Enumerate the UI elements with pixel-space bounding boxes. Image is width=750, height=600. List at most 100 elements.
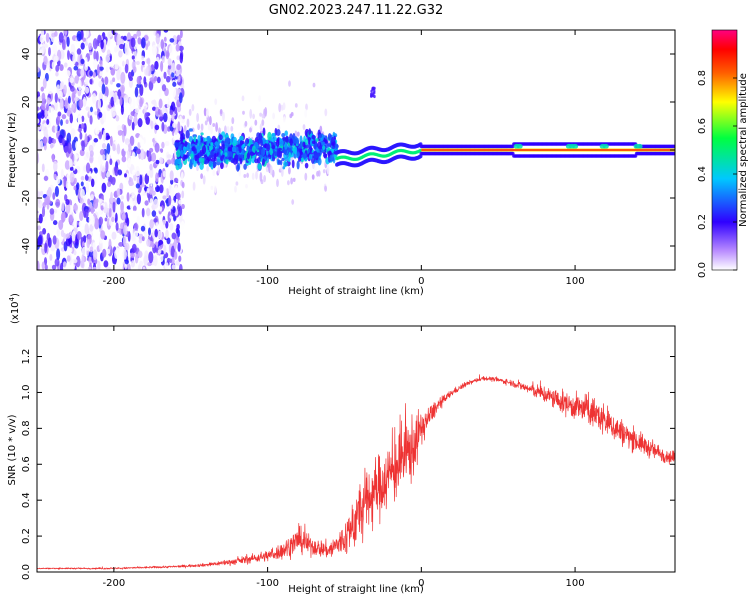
noise-cell (131, 243, 137, 253)
noise-cell (107, 181, 112, 188)
noise-cell (171, 257, 175, 265)
noise-cell (135, 183, 141, 189)
noise-cell (85, 162, 91, 174)
x-tick-label: -100 (256, 276, 279, 287)
blob-cell (238, 144, 242, 154)
noise-cell (84, 86, 90, 94)
carrier-bump (572, 143, 579, 149)
blob-cell (208, 160, 213, 167)
noise-cell (163, 64, 168, 72)
noise-cell (73, 177, 77, 184)
noise-cell (132, 66, 137, 73)
noise-cell (105, 66, 109, 73)
noise-cell (44, 163, 50, 169)
blob-cell (299, 141, 303, 150)
noise-cell (163, 244, 167, 255)
noise-cell (93, 58, 98, 69)
blob-cell (218, 134, 223, 141)
noise-cell (128, 76, 133, 82)
noise-cell (118, 50, 123, 58)
noise-cell (316, 170, 319, 177)
y-tick-label: 0 (21, 147, 32, 153)
noise-cell (123, 35, 127, 41)
noise-cell (159, 116, 164, 121)
noise-cell (139, 97, 143, 108)
noise-cell (116, 143, 121, 155)
noise-cell (147, 150, 152, 163)
noise-cell (54, 123, 58, 134)
noise-cell (84, 208, 89, 219)
noise-cell (55, 198, 61, 208)
noise-cell (104, 86, 109, 98)
noise-cell (149, 177, 153, 187)
noise-cell (155, 172, 159, 183)
noise-cell (264, 106, 268, 117)
noise-cell (69, 77, 74, 84)
blob-cell (201, 145, 207, 155)
blob-cell (267, 131, 272, 141)
noise-cell (302, 124, 306, 130)
blob-cell (249, 151, 255, 156)
y-tick-label: 40 (21, 48, 32, 61)
noise-cell (60, 229, 65, 238)
noise-cell (106, 49, 111, 58)
blob-cell (206, 136, 210, 142)
noise-cell (155, 221, 159, 232)
blob-cell (220, 162, 224, 170)
noise-cell (288, 166, 291, 175)
noise-cell (41, 261, 45, 270)
noise-cell (202, 175, 206, 185)
noise-cell (54, 100, 58, 111)
noise-cell (114, 63, 119, 70)
noise-cell (210, 124, 213, 135)
noise-cell (132, 169, 136, 176)
carrier-bump (516, 143, 523, 149)
noise-cell (37, 66, 40, 73)
noise-cell (114, 46, 118, 53)
noise-cell (129, 96, 132, 107)
noise-cell (324, 108, 328, 117)
y-tick-label: 0.8 (21, 420, 32, 436)
y-tick-label: -20 (21, 190, 32, 206)
blob-cell (231, 146, 237, 153)
noise-cell (144, 173, 150, 185)
noise-cell (59, 82, 64, 91)
blob-cell (289, 138, 293, 146)
noise-cell (165, 50, 170, 60)
noise-cell (143, 230, 148, 240)
noise-cell (80, 42, 85, 50)
noise-cell (241, 95, 245, 102)
noise-cell (89, 78, 93, 85)
noise-cell (112, 111, 117, 116)
noise-cell (169, 170, 174, 181)
noise-cell (46, 103, 49, 112)
noise-cell (120, 71, 126, 84)
noise-cell (192, 181, 196, 191)
noise-cell (87, 198, 91, 205)
noise-cell (85, 106, 90, 111)
noise-cell (153, 254, 158, 267)
blob-cell (293, 136, 298, 144)
noise-cell (72, 258, 78, 264)
blob-cell (209, 145, 214, 150)
noise-cell (73, 217, 78, 228)
noise-cell (126, 217, 130, 227)
noise-cell (251, 164, 254, 169)
noise-cell (123, 144, 129, 152)
noise-cell (70, 85, 75, 92)
noise-cell (169, 222, 174, 231)
noise-cell (99, 148, 105, 156)
blob-cell (214, 148, 218, 154)
noise-cell (163, 112, 168, 123)
blob-cell (318, 145, 322, 150)
noise-cell (171, 62, 176, 74)
noise-cell (148, 251, 154, 264)
noise-cell (106, 171, 111, 178)
noise-cell (83, 156, 88, 161)
noise-cell (151, 99, 157, 105)
noise-cell (178, 45, 184, 52)
blob-cell (331, 142, 335, 146)
noise-cell (234, 185, 237, 193)
noise-cell (173, 177, 179, 183)
